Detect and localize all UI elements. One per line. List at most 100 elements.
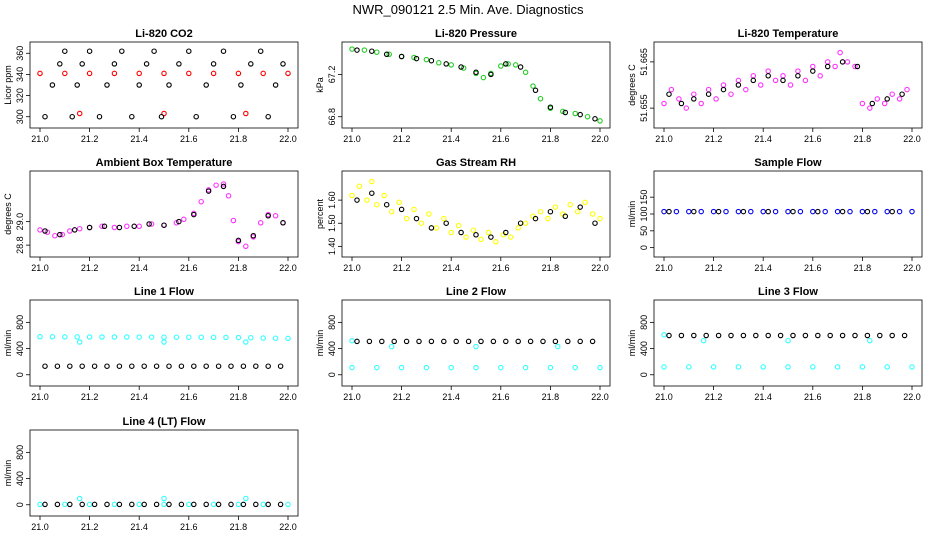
data-point <box>572 110 578 117</box>
plot-frame <box>29 170 299 258</box>
data-point <box>881 100 888 107</box>
x-tick-label: 21.0 <box>655 392 673 402</box>
data-point <box>257 48 264 54</box>
data-point <box>49 334 56 340</box>
data-point <box>166 501 172 508</box>
x-tick-label: 21.2 <box>393 134 411 144</box>
data-point <box>478 338 484 345</box>
data-point <box>413 215 420 222</box>
data-point <box>37 334 43 340</box>
data-point <box>54 363 61 369</box>
data-point <box>67 363 73 369</box>
data-point <box>111 501 118 508</box>
data-point <box>228 501 234 508</box>
x-tick-label: 21.4 <box>442 392 460 402</box>
data-point <box>867 337 873 344</box>
data-point <box>354 197 360 203</box>
data-point <box>379 338 385 345</box>
data-point <box>735 208 742 215</box>
data-point <box>859 100 866 107</box>
data-point <box>713 96 719 102</box>
y-tick-label: 100 <box>639 206 649 221</box>
data-point <box>119 48 125 54</box>
data-point <box>74 334 80 340</box>
y-tick-label: 0 <box>15 502 25 507</box>
x-tick-label: 21.0 <box>343 392 361 402</box>
data-point <box>889 91 895 97</box>
data-point <box>141 363 147 369</box>
data-point <box>52 232 58 239</box>
series-cyan <box>37 495 291 508</box>
data-point <box>872 208 878 215</box>
data-point <box>478 236 484 243</box>
x-tick-label: 21.2 <box>705 134 723 144</box>
data-point <box>369 48 375 54</box>
data-point <box>785 364 791 370</box>
data-point <box>265 501 271 508</box>
y-axis-label: degrees C <box>627 64 637 106</box>
data-point <box>827 332 833 339</box>
data-point <box>597 215 603 222</box>
series-black <box>354 190 598 240</box>
data-point <box>869 100 876 107</box>
data-point <box>668 86 675 93</box>
data-point <box>42 363 48 369</box>
x-tick-label: 22.0 <box>279 392 297 402</box>
data-point <box>505 61 511 67</box>
data-point <box>473 69 479 76</box>
data-point <box>765 73 771 79</box>
data-point <box>101 223 108 230</box>
data-point <box>889 332 895 339</box>
data-point <box>592 116 598 122</box>
data-point <box>354 47 360 53</box>
x-tick-label: 21.8 <box>542 134 560 144</box>
series-black <box>42 48 286 120</box>
data-point <box>248 334 254 341</box>
data-point <box>223 334 229 341</box>
data-point <box>361 47 368 53</box>
data-point <box>750 73 757 79</box>
data-point <box>280 61 286 67</box>
data-point <box>403 215 410 222</box>
y-tick-label: 66.8 <box>327 108 337 126</box>
data-point <box>240 501 247 508</box>
data-point <box>161 70 167 77</box>
data-point <box>161 501 167 508</box>
data-point <box>403 338 410 345</box>
data-point <box>37 227 43 233</box>
data-point <box>186 48 192 54</box>
data-point <box>577 338 583 345</box>
data-point <box>448 229 454 236</box>
data-point <box>428 225 435 231</box>
y-axis-label: degrees C <box>3 193 13 235</box>
data-point <box>285 70 291 77</box>
data-point <box>67 501 73 508</box>
data-point <box>230 113 237 120</box>
data-point <box>834 208 841 215</box>
y-axis-label: ml/min <box>627 201 637 228</box>
data-point <box>555 343 561 350</box>
data-point <box>909 364 915 370</box>
data-point <box>161 339 167 345</box>
series-black <box>42 501 284 508</box>
series-black <box>666 208 895 215</box>
data-point <box>815 332 821 339</box>
data-point <box>678 332 685 339</box>
data-point <box>349 364 355 371</box>
x-tick-label: 21.6 <box>492 263 510 273</box>
data-point <box>213 182 219 188</box>
y-tick-label: 300 <box>15 109 25 124</box>
x-tick-label: 22.0 <box>903 392 921 402</box>
chart-title: Gas Stream RH <box>436 157 516 169</box>
data-point <box>463 234 469 240</box>
data-point <box>79 501 85 508</box>
y-tick-label: 360 <box>15 46 25 61</box>
data-point <box>448 364 454 371</box>
data-point <box>698 208 704 215</box>
x-tick-label: 21.4 <box>442 263 460 273</box>
data-point <box>111 334 118 340</box>
data-point <box>715 332 722 339</box>
x-tick-label: 21.6 <box>180 522 198 532</box>
data-point <box>265 363 271 369</box>
